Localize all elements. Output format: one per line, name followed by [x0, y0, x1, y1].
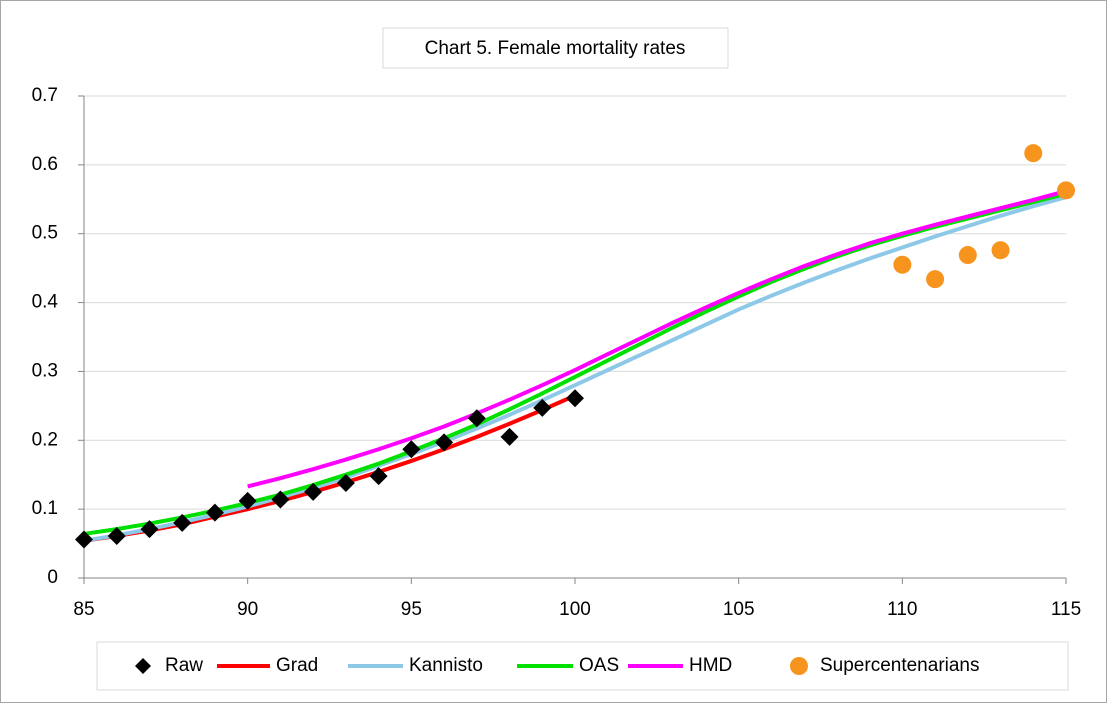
data-point — [1057, 181, 1075, 200]
chart-title: Chart 5. Female mortality rates — [425, 38, 686, 59]
raw-point — [533, 398, 552, 417]
data-point — [958, 246, 977, 265]
raw-point — [304, 482, 323, 501]
y-tick-label: 0.5 — [32, 223, 58, 244]
legend-label: Kannisto — [409, 655, 483, 676]
legend-marker — [135, 658, 151, 674]
data-point — [926, 270, 945, 289]
raw-point — [140, 520, 159, 539]
y-tick-label: 0.6 — [32, 154, 58, 175]
x-tick-label: 115 — [1051, 599, 1081, 620]
series-line — [247, 189, 1067, 489]
x-tick-label: 110 — [887, 599, 917, 620]
raw-point — [205, 503, 224, 522]
raw-point — [271, 490, 290, 509]
data-point — [991, 241, 1010, 260]
legend-label: Raw — [165, 655, 203, 676]
raw-point — [75, 530, 93, 549]
y-tick-label: 0.4 — [32, 292, 59, 313]
y-tick-label: 0.1 — [32, 498, 58, 519]
y-tick-label: 0.2 — [32, 429, 58, 450]
legend-label: OAS — [579, 655, 619, 676]
legend-marker — [790, 657, 808, 675]
y-tick-label: 0.3 — [32, 360, 58, 381]
data-point — [893, 255, 912, 274]
raw-point — [173, 513, 192, 532]
legend-label: Grad — [276, 655, 318, 676]
legend-label: Supercentenarians — [820, 655, 980, 676]
raw-point — [402, 440, 421, 459]
raw-point — [238, 491, 257, 510]
x-tick-label: 105 — [723, 599, 755, 620]
title-box — [382, 27, 729, 69]
raw-point — [467, 409, 486, 428]
x-tick-label: 100 — [559, 599, 591, 620]
raw-point — [107, 526, 126, 545]
raw-point — [369, 467, 388, 486]
raw-point — [566, 389, 584, 408]
x-tick-label: 90 — [237, 599, 258, 620]
raw-point — [435, 433, 454, 452]
y-tick-label: 0 — [47, 567, 58, 588]
legend-label: HMD — [689, 655, 732, 676]
raw-point — [336, 473, 355, 492]
data-point — [1024, 144, 1043, 163]
raw-point — [500, 427, 519, 446]
y-tick-label: 0.7 — [32, 85, 58, 106]
x-tick-label: 95 — [401, 599, 422, 620]
x-tick-label: 85 — [73, 599, 94, 620]
